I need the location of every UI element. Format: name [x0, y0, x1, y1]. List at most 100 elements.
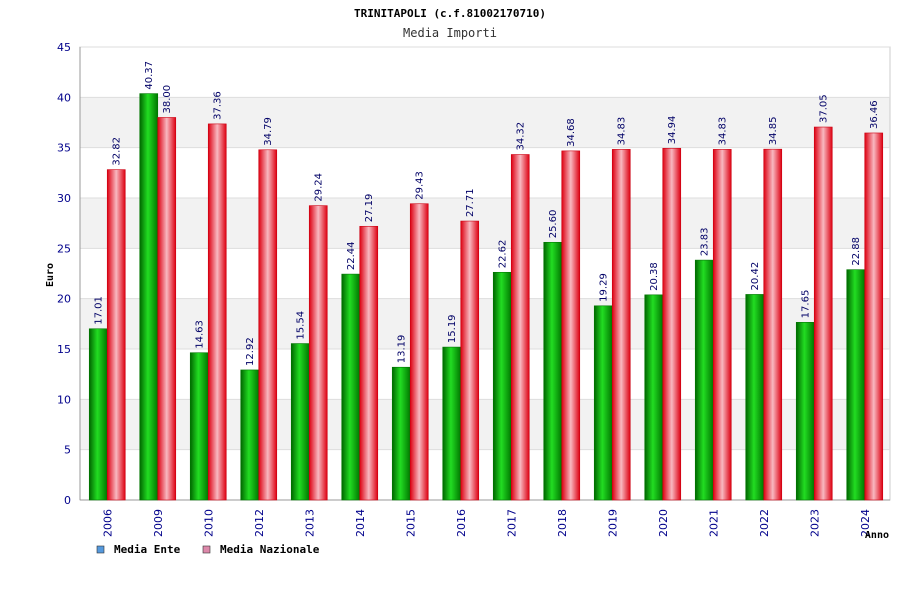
bar-media-nazionale	[611, 149, 631, 501]
legend-swatch-media-ente	[96, 545, 105, 554]
x-axis-label: Anno	[865, 530, 889, 541]
x-tick-label: 2016	[455, 509, 468, 537]
value-label: 19.29	[599, 273, 610, 302]
bar-media-ente	[694, 259, 714, 501]
bar-media-ente	[846, 269, 866, 501]
value-label: 22.44	[346, 241, 357, 270]
value-label: 34.32	[516, 122, 527, 151]
value-label: 12.92	[245, 337, 256, 366]
bar-media-nazionale	[106, 169, 126, 501]
y-axis-label: Euro	[45, 263, 56, 287]
value-label: 22.62	[498, 240, 509, 269]
y-tick-label: 20	[57, 293, 71, 306]
y-tick-label: 35	[57, 142, 71, 155]
x-axis-ticks: 2006 2009 2010 2012 2013 2014 2015 2016 2017 2018…	[101, 509, 872, 537]
x-tick-label: 2009	[152, 509, 165, 537]
bar-media-ente	[88, 328, 108, 501]
bar-media-ente	[442, 346, 462, 501]
value-label: 36.46	[869, 100, 880, 129]
value-label: 34.83	[617, 117, 628, 146]
x-tick-label: 2019	[606, 509, 619, 537]
bar-media-ente	[795, 322, 815, 501]
value-label: 34.83	[718, 117, 729, 146]
value-label: 22.88	[851, 237, 862, 266]
bar-media-ente	[593, 305, 613, 501]
bar-media-nazionale	[763, 148, 783, 501]
bar-media-nazionale	[460, 220, 480, 501]
bar-media-ente	[391, 366, 411, 501]
value-label: 34.85	[768, 117, 779, 146]
x-tick-label: 2012	[253, 509, 266, 537]
bar-media-ente	[745, 294, 765, 501]
bar-media-ente	[644, 294, 664, 501]
bar-media-nazionale	[258, 149, 278, 501]
bar-media-nazionale	[864, 132, 884, 501]
value-label: 14.63	[195, 320, 206, 349]
value-label: 34.68	[566, 118, 577, 147]
value-label: 38.00	[162, 85, 173, 114]
x-tick-label: 2006	[101, 509, 114, 537]
bar-media-ente	[139, 93, 159, 501]
y-tick-label: 0	[64, 494, 71, 507]
bar-media-nazionale	[712, 149, 732, 501]
bar-media-ente	[543, 241, 563, 501]
value-label: 23.83	[700, 227, 711, 256]
value-label: 20.42	[750, 262, 761, 291]
value-label: 15.19	[447, 314, 458, 343]
value-label: 29.24	[314, 173, 325, 202]
y-tick-label: 30	[57, 192, 71, 205]
x-tick-label: 2024	[859, 509, 872, 537]
legend-swatch-media-nazionale	[202, 545, 211, 554]
x-tick-label: 2020	[657, 509, 670, 537]
bar-media-ente	[240, 369, 260, 501]
y-tick-label: 15	[57, 343, 71, 356]
bar-media-nazionale	[409, 203, 429, 501]
bar-media-nazionale	[359, 225, 379, 501]
value-label: 37.05	[819, 94, 830, 123]
chart-subtitle: Media Importi	[403, 26, 497, 40]
value-label: 15.54	[296, 311, 307, 340]
x-tick-label: 2013	[303, 509, 316, 537]
bar-media-nazionale	[813, 126, 833, 501]
legend-label-media-ente: Media Ente	[114, 543, 181, 556]
bar-media-nazionale	[561, 150, 581, 501]
bar-media-nazionale	[207, 123, 227, 501]
bar-media-ente	[189, 352, 209, 501]
legend: Media Ente Media Nazionale	[96, 543, 320, 556]
bar-media-nazionale	[157, 117, 177, 501]
x-tick-label: 2018	[556, 509, 569, 537]
value-label: 27.71	[465, 188, 476, 217]
y-tick-label: 10	[57, 393, 71, 406]
bar-media-ente	[290, 343, 310, 501]
value-label: 25.60	[548, 210, 559, 239]
value-label: 17.65	[801, 290, 812, 319]
bar-media-nazionale	[308, 205, 328, 501]
value-label: 34.79	[263, 117, 274, 146]
x-tick-label: 2015	[404, 509, 417, 537]
value-label: 29.43	[415, 171, 426, 200]
value-labels: 17.01 32.82 40.37 38.00 14.63 37.36 12.92 34.79…	[94, 61, 881, 366]
y-tick-label: 25	[57, 242, 71, 255]
x-tick-label: 2017	[505, 509, 518, 537]
y-axis-ticks: 0 5 10 15 20 25 30 35 40 45	[57, 41, 71, 507]
y-tick-label: 45	[57, 41, 71, 54]
x-tick-label: 2022	[758, 509, 771, 537]
legend-label-media-nazionale: Media Nazionale	[220, 543, 320, 556]
bars	[88, 93, 884, 501]
bar-media-nazionale	[510, 154, 530, 501]
value-label: 34.94	[667, 116, 678, 145]
value-label: 20.38	[649, 262, 660, 291]
bar-media-ente	[341, 273, 361, 501]
value-label: 32.82	[112, 137, 123, 166]
value-label: 37.36	[213, 91, 224, 120]
bar-media-nazionale	[662, 147, 682, 501]
x-tick-label: 2010	[202, 509, 215, 537]
value-label: 40.37	[144, 61, 155, 90]
chart-title: TRINITAPOLI (c.f.81002170710)	[354, 7, 546, 20]
y-tick-label: 5	[64, 444, 71, 457]
x-tick-label: 2023	[808, 509, 821, 537]
x-tick-label: 2014	[354, 509, 367, 537]
value-label: 13.19	[397, 335, 408, 364]
y-tick-label: 40	[57, 91, 71, 104]
